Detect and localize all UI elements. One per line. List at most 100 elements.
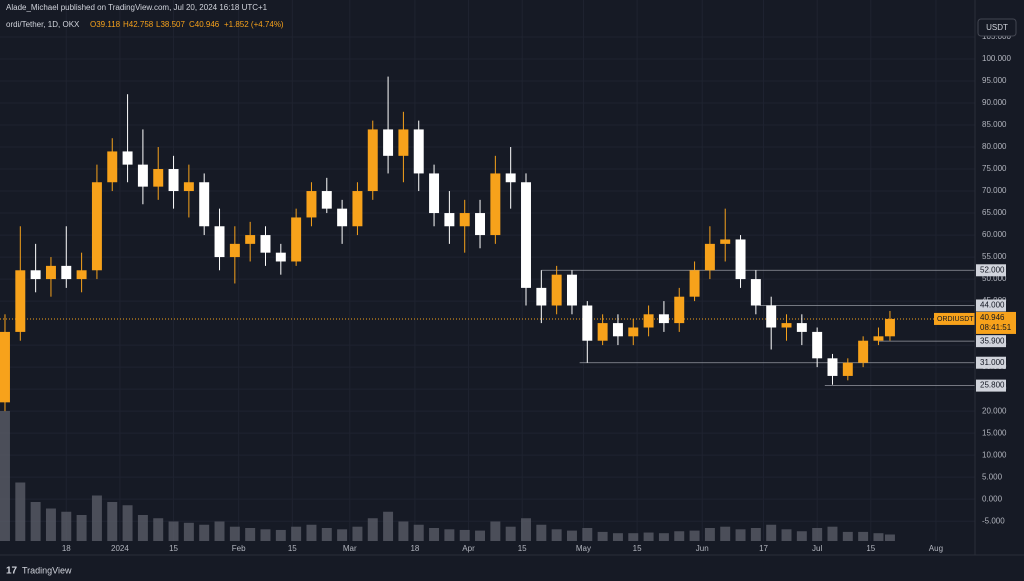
volume-bar xyxy=(858,531,869,541)
x-tick-label: 2024 xyxy=(111,544,129,553)
candle-body xyxy=(704,243,715,271)
candle-body xyxy=(367,129,378,192)
candle-body xyxy=(873,336,884,341)
candle-body xyxy=(352,191,363,227)
x-tick-label: Apr xyxy=(462,544,475,553)
volume-bar xyxy=(628,533,639,541)
volume-bar xyxy=(398,521,409,541)
volume-bar xyxy=(444,529,455,541)
volume-bar xyxy=(0,411,10,541)
candle-body xyxy=(321,191,332,209)
y-tick-label: 60.000 xyxy=(982,230,1007,239)
level-label: 25.800 xyxy=(980,381,1005,390)
volume-bar xyxy=(306,524,317,541)
candle-body xyxy=(505,173,516,183)
candle-body xyxy=(475,213,486,236)
candle-body xyxy=(720,239,731,244)
x-tick-label: 15 xyxy=(866,544,875,553)
change: +1.852 (+4.74%) xyxy=(224,20,284,29)
x-tick-label: Jun xyxy=(696,544,709,553)
volume-bar xyxy=(689,530,700,541)
volume-bar xyxy=(183,522,194,541)
candle-body xyxy=(260,235,271,253)
currency[interactable]: USDT xyxy=(986,23,1008,32)
candle-body xyxy=(858,340,869,363)
y-tick-label: 70.000 xyxy=(982,186,1007,195)
candle-body xyxy=(674,296,685,324)
candle-body xyxy=(214,226,225,258)
candle-body xyxy=(291,217,302,262)
ohlc-value: L38.507 xyxy=(156,20,185,29)
y-tick-label: 90.000 xyxy=(982,98,1007,107)
volume-bar xyxy=(750,528,761,541)
volume-bar xyxy=(612,533,623,541)
price-label: 40.946 xyxy=(980,313,1005,322)
ohlc-value: C40.946 xyxy=(189,20,220,29)
volume-bar xyxy=(122,505,133,541)
volume-bar xyxy=(766,524,777,541)
volume-bar xyxy=(796,531,807,541)
volume-bar xyxy=(643,532,654,541)
candle-body xyxy=(153,169,164,187)
candle-body xyxy=(275,252,286,262)
candle-body xyxy=(658,314,669,324)
level-label: 44.000 xyxy=(980,301,1005,310)
candle-body xyxy=(306,191,317,218)
candle-body xyxy=(521,182,531,288)
volume-bar xyxy=(827,526,838,541)
volume-bar xyxy=(137,515,148,541)
volume-bar xyxy=(658,533,669,541)
candle-body xyxy=(536,287,547,306)
x-tick-label: Mar xyxy=(343,544,357,553)
candle-body xyxy=(229,243,240,258)
volume-bar xyxy=(429,528,440,541)
candle-body xyxy=(597,323,608,341)
volume-bar xyxy=(413,524,424,541)
candle-body xyxy=(15,270,26,332)
y-tick-label: 10.000 xyxy=(982,450,1007,459)
candle-body xyxy=(245,235,256,244)
volume-bar xyxy=(383,511,394,541)
candle-body xyxy=(76,270,87,280)
volume-bar xyxy=(168,521,179,541)
candle-body xyxy=(337,208,348,227)
volume-bar xyxy=(490,521,501,541)
candle-body xyxy=(122,151,133,165)
y-tick-label: 5.000 xyxy=(982,472,1003,481)
x-tick-label: Aug xyxy=(929,544,943,553)
candle-body xyxy=(429,173,440,214)
candle-body xyxy=(168,169,179,192)
candle-body xyxy=(398,129,409,156)
y-tick-label: 65.000 xyxy=(982,208,1007,217)
ohlc-value: O39.118 xyxy=(90,20,121,29)
volume-bar xyxy=(842,531,853,541)
candle-body xyxy=(689,270,700,297)
volume-bar xyxy=(812,528,823,541)
volume-bar xyxy=(229,526,240,541)
candle-body xyxy=(459,213,470,227)
volume-bar xyxy=(107,502,118,541)
y-tick-label: 85.000 xyxy=(982,120,1007,129)
level-tag xyxy=(976,264,1006,277)
level-label: 31.000 xyxy=(980,358,1005,367)
candle-body xyxy=(183,182,194,192)
currency-button[interactable] xyxy=(977,18,1017,37)
volume-bar xyxy=(459,529,470,541)
volume-bar xyxy=(873,533,884,541)
candle-body xyxy=(766,305,777,328)
level-tag xyxy=(976,379,1006,392)
volume-bar xyxy=(291,526,302,541)
volume-bar xyxy=(15,482,26,541)
y-tick-label: 0.000 xyxy=(982,494,1003,503)
volume-bar xyxy=(337,529,348,541)
volume-bar xyxy=(214,521,225,541)
x-tick-label: May xyxy=(576,544,591,553)
volume-bar xyxy=(536,524,547,541)
volume-bar xyxy=(91,495,102,541)
logo-mark: 17 xyxy=(6,566,18,577)
candle-body xyxy=(628,327,639,337)
y-tick-label: -5.000 xyxy=(982,516,1005,525)
volume-bar xyxy=(153,518,164,541)
volume-bar xyxy=(475,530,486,541)
